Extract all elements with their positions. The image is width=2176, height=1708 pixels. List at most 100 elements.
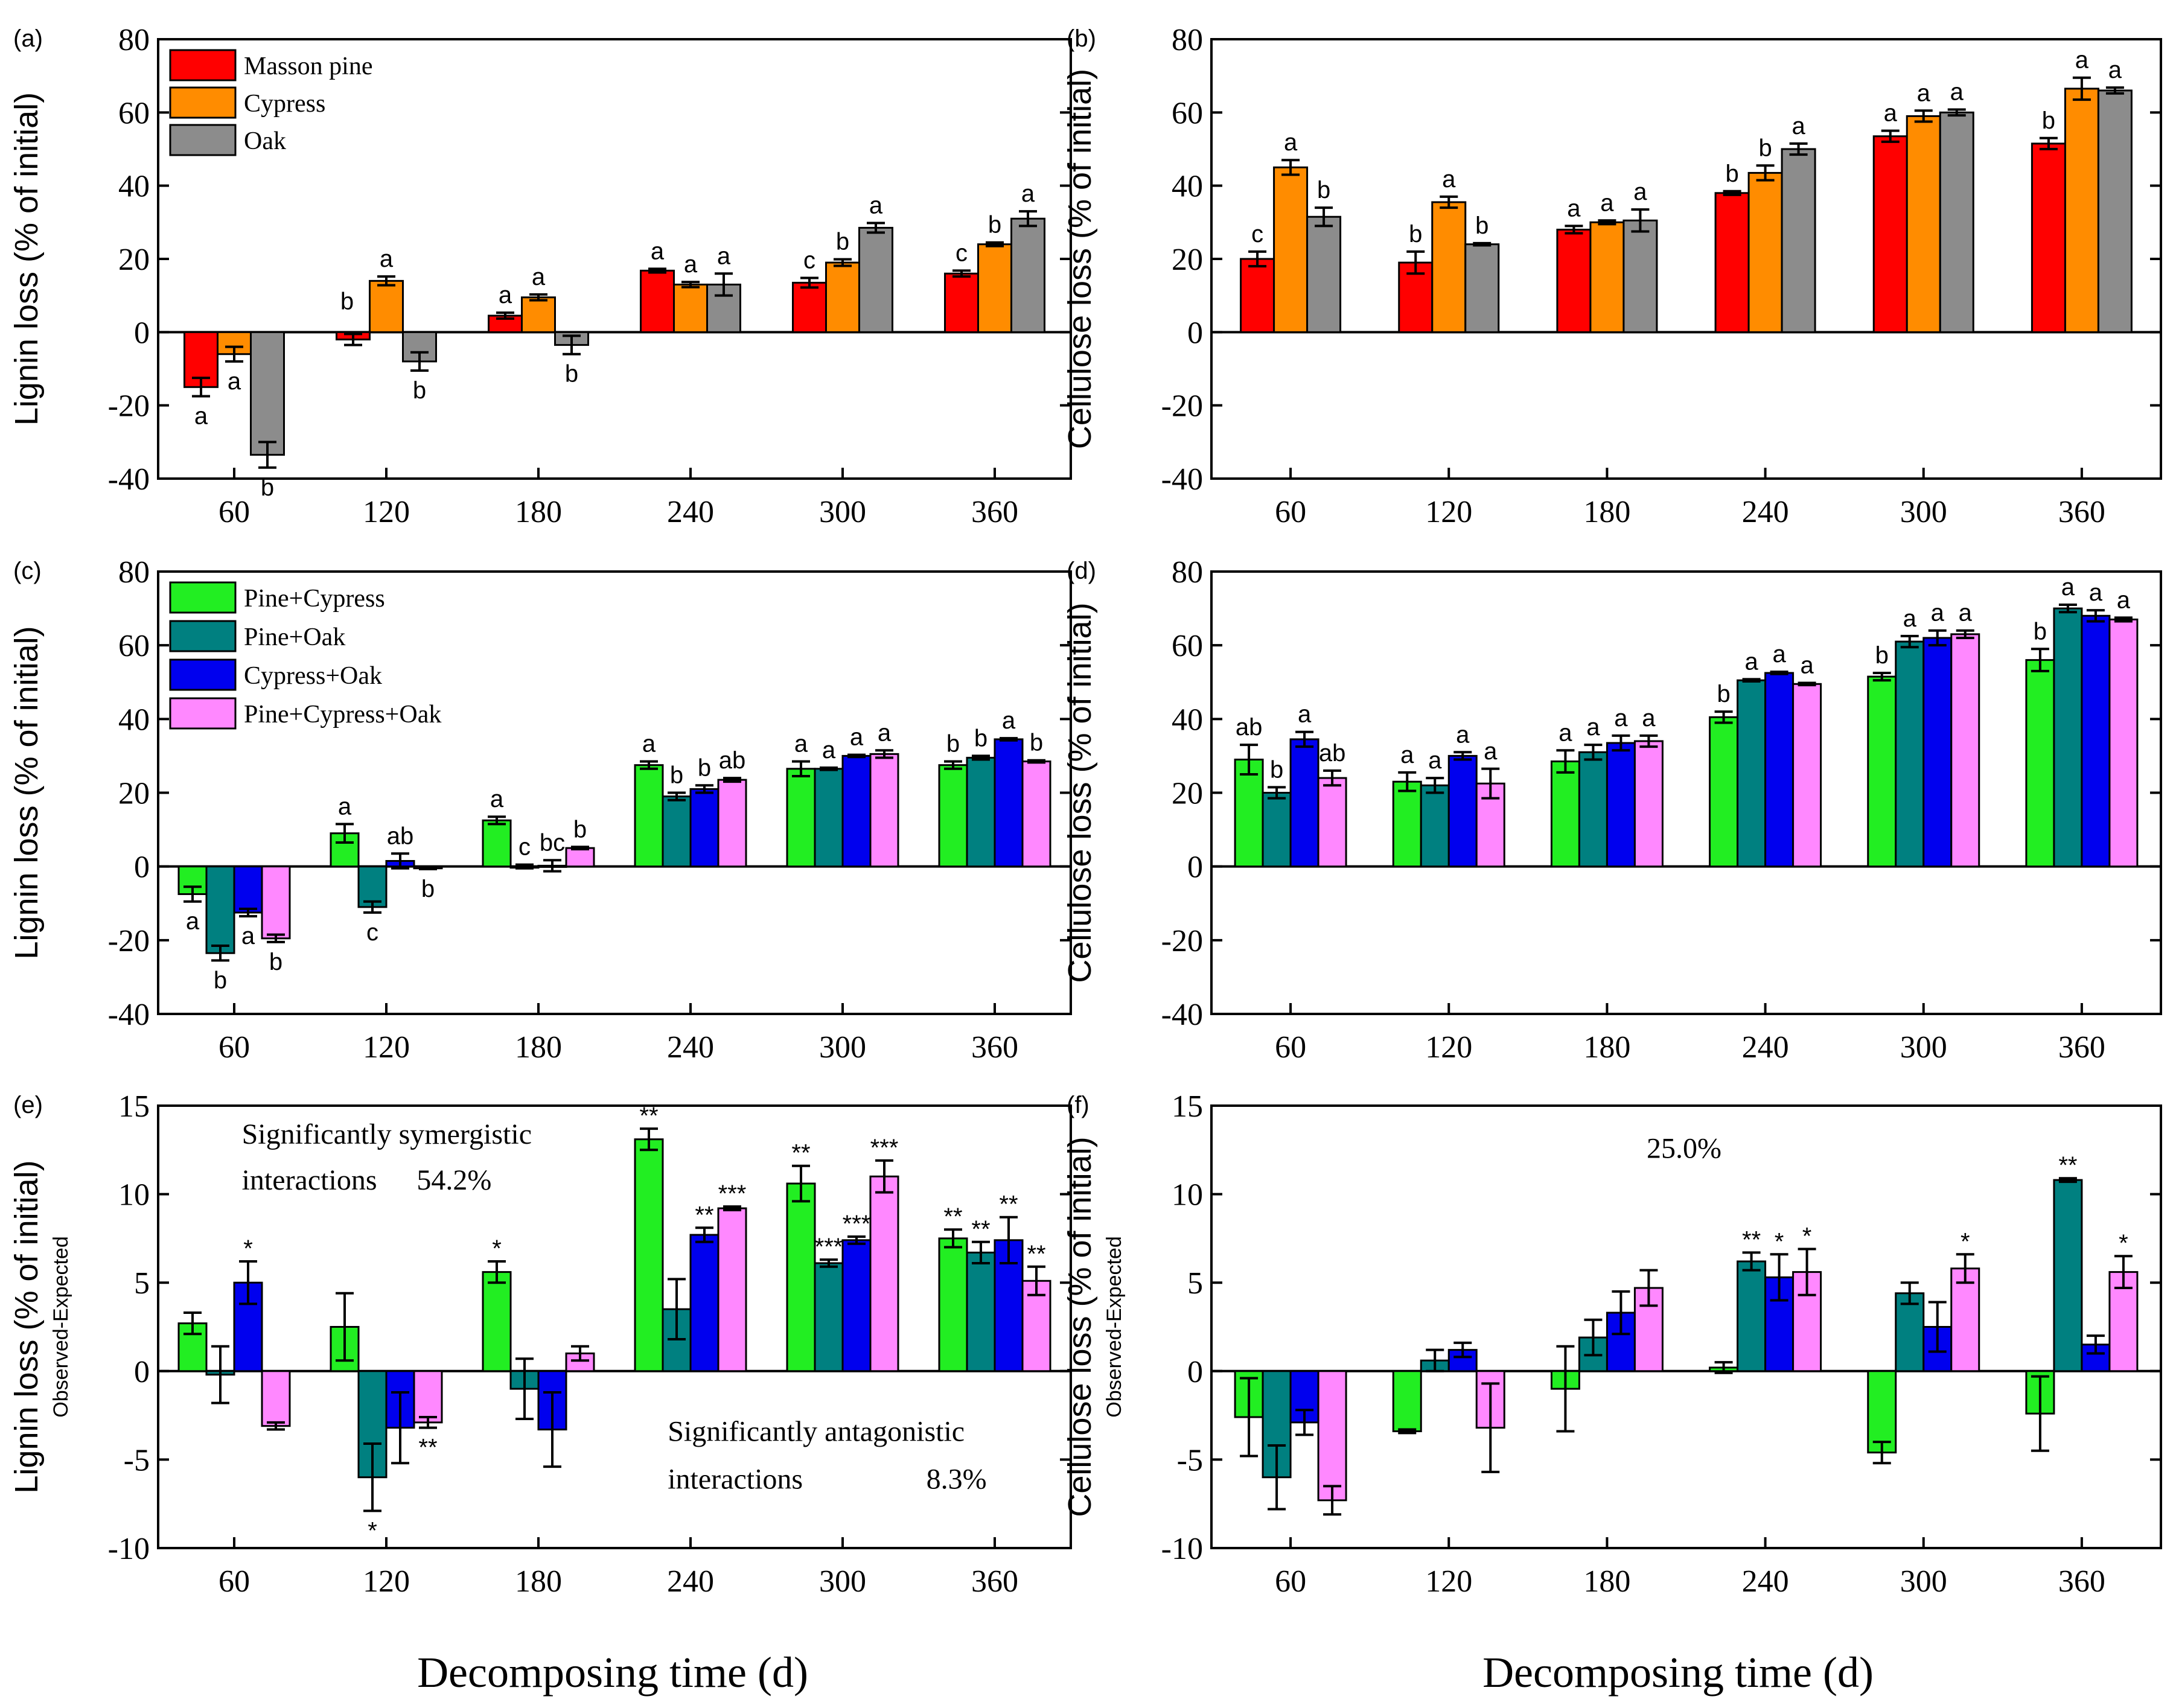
bar [1010,217,1045,333]
bar [482,819,512,868]
significance-letter: a [2075,47,2089,74]
significance-letter: b [988,212,1001,238]
plot-frame [157,1104,1072,1549]
bar [1867,675,1897,868]
significance-letter: a [2089,579,2103,606]
y-tick-label: 15 [1172,1089,1203,1124]
legend-label: Pine+Oak [244,623,345,651]
y-axis-label: Lignin loss (% of initial) [8,92,45,425]
plot-frame [1210,1104,2162,1549]
significance-letter: a [1950,78,1964,105]
bar [1872,135,1908,333]
significance-letter: a [2061,574,2075,601]
significance-letter: ab [719,747,746,774]
annotation-text: Significantly symergistic [242,1118,532,1150]
bar [1317,777,1347,868]
bar [1747,171,1783,333]
y-tick-label: -20 [1161,924,1203,958]
bar [1464,243,1500,333]
bar [1306,215,1342,333]
bar [1317,1370,1347,1502]
legend-label: Masson pine [244,53,373,80]
x-tick-label: 180 [1583,495,1630,529]
y-tick-label: 80 [1172,555,1203,590]
significance-letter: a [1931,600,1945,626]
significance-letter: b [974,725,987,751]
significance-letter: b [565,361,578,387]
significance-letter: b [1717,681,1730,707]
significance-letter: b [1475,212,1488,239]
significance-letter: b [1875,642,1889,669]
significance-letter: b [1758,135,1772,161]
legend-label: Cypress [244,90,325,118]
significance-letter: a [194,403,208,430]
significance-letter: a [1484,738,1498,765]
significance-letter: b [413,377,426,404]
bar [1578,751,1608,868]
y-tick-label: 60 [1172,629,1203,663]
significance-stars: ** [418,1435,437,1461]
panel-label: (b) [1067,25,1096,52]
bar [977,243,1012,333]
y-tick-label: 60 [1172,96,1203,130]
x-tick-label: 180 [515,1030,562,1065]
x-tick-label: 300 [819,1564,866,1599]
bar [1606,742,1636,868]
significance-letter: b [1270,756,1283,783]
bar [1950,633,1980,868]
bar [938,1237,968,1372]
bar [786,1182,816,1372]
legend-label: Cypress+Oak [244,662,382,690]
x-tick-label: 180 [515,495,562,529]
panel-b: -40 -20 0 20 40 60 80 60 120 180 240 300 360 (b) Cellu… [1062,23,2162,529]
x-tick-label: 60 [1275,1030,1306,1065]
y-tick-label: 40 [1172,170,1203,204]
significance-letter: a [228,368,241,395]
x-tick-label: 360 [971,495,1018,529]
y-axis-label: Lignin loss (% of initial) [8,626,45,959]
legend-swatch [169,620,237,652]
legend-label: Pine+Cypress+Oak [244,701,441,728]
y-tick-label: -20 [1161,389,1203,424]
significance-letter: a [241,923,255,949]
significance-stars: *** [718,1181,747,1207]
significance-stars: ** [943,1203,962,1230]
y-tick-label: -5 [1177,1443,1203,1477]
significance-letter: a [380,246,394,272]
significance-letter: a [1792,113,1805,139]
bar [858,226,893,333]
significance-stars: ** [1742,1226,1761,1253]
bar [662,795,692,868]
bar [261,865,291,940]
bar [966,756,996,868]
bar [2108,618,2139,868]
x-tick-label: 240 [667,1030,714,1065]
x-tick-label: 300 [1900,1030,1947,1065]
bar [938,764,968,868]
y-tick-label: -10 [108,1532,150,1566]
annotation-text: interactions [242,1164,377,1196]
bar [825,261,860,333]
bar [233,865,263,914]
significance-letter: a [1442,166,1456,193]
bar [1262,792,1292,868]
bar [673,283,708,333]
annotation-text: 54.2% [416,1164,491,1196]
significance-letter: ab [1236,714,1263,741]
bar [2053,607,2083,868]
x-tick-label: 120 [1425,495,1472,529]
bar [2064,88,2099,333]
y-tick-label: 0 [134,850,150,885]
bar [482,1271,512,1372]
significance-letter: a [2117,587,2131,613]
significance-stars: ** [791,1140,810,1167]
x-tick-label: 180 [1583,1030,1630,1065]
significance-letter: b [1317,177,1330,203]
bar [786,768,816,868]
significance-stars: *** [815,1234,843,1260]
significance-letter: a [1642,705,1656,731]
bar [869,753,899,868]
bar [1589,221,1625,333]
y-tick-label: -20 [108,389,150,424]
bar [1714,192,1750,333]
